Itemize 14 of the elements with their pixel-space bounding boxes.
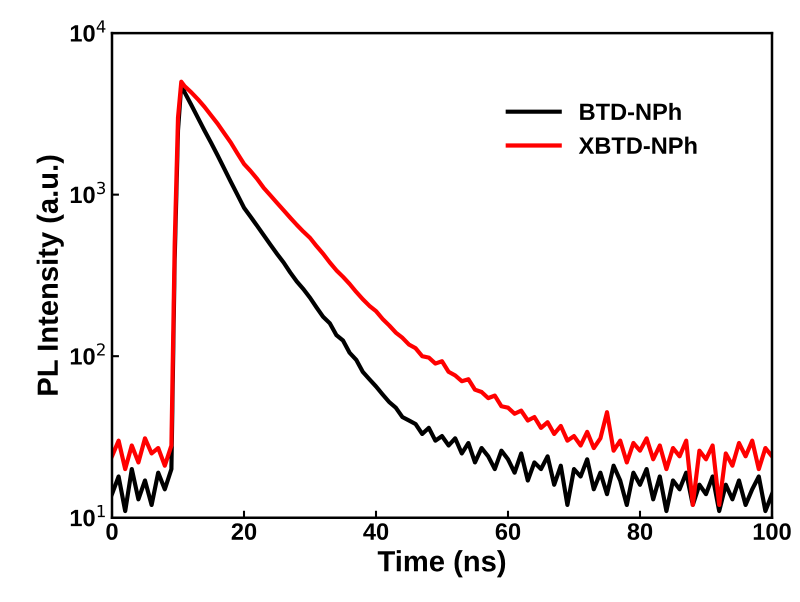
x-tick-label: 40 (363, 523, 388, 540)
y-axis-title: PL Intensity (a.u.) (36, 156, 64, 395)
y-tick-label: 10$^{3}$ (70, 182, 106, 204)
legend-label: XBTD-NPh (578, 136, 696, 154)
x-tick-label: 80 (628, 523, 652, 540)
x-tick-label: 60 (496, 523, 520, 540)
x-tick-label: 0 (106, 523, 118, 540)
x-tick-label: 100 (754, 523, 791, 540)
y-tick-label: 10$^{2}$ (70, 343, 105, 365)
x-axis-title: Time (ns) (378, 550, 506, 578)
x-tick-label: 20 (232, 523, 256, 540)
y-tick-label: 10$^{4}$ (70, 20, 106, 42)
legend-label: BTD-NPh (580, 102, 681, 120)
y-tick-label: 10$^{1}$ (70, 505, 105, 526)
